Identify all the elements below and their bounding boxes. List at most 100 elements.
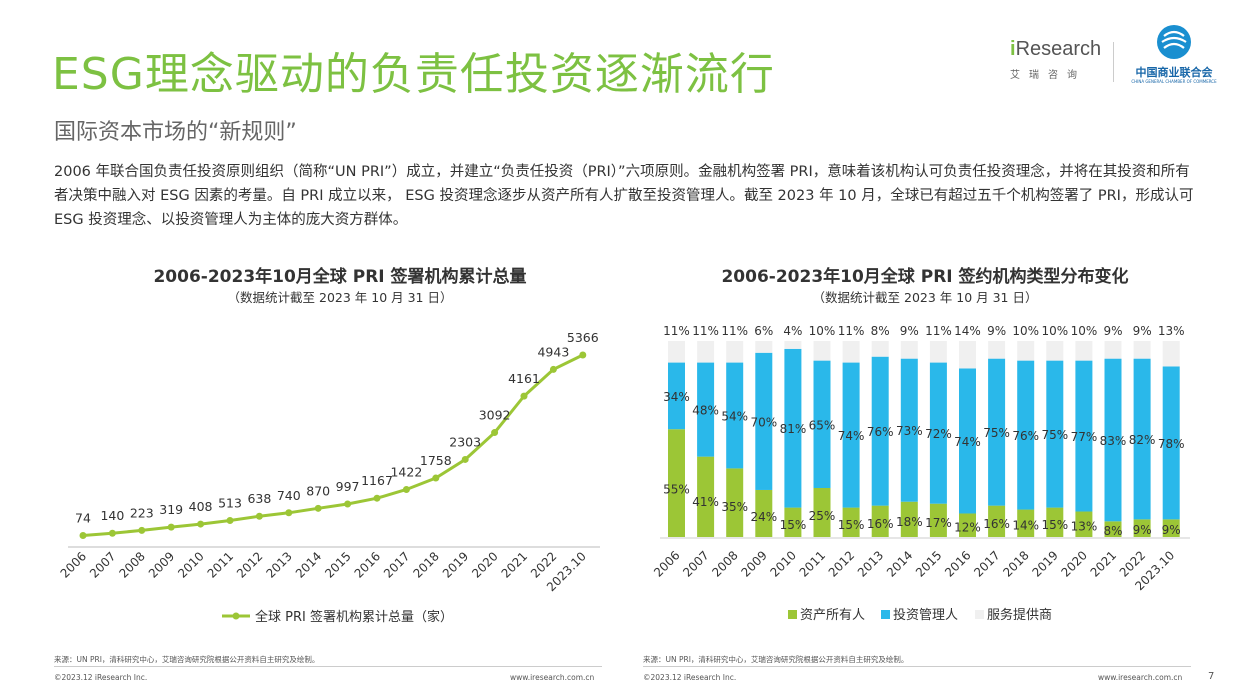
bar-segment-investment-manager [1017,360,1035,510]
line-chart-subtitle: （数据统计截至 2023 年 10 月 31 日） [227,290,453,305]
data-point [167,523,175,531]
data-label-service-provider: 10% [809,324,836,338]
x-tick-label: 2011 [797,548,828,579]
bar-segment-investment-manager [1075,360,1093,512]
data-label-asset-owner: 15% [1041,518,1068,532]
bar-segment-service-provider [1046,341,1064,361]
data-label-service-provider: 9% [1103,324,1122,338]
x-tick-label: 2013 [263,549,294,580]
cgcc-logo: 中国商业联合会 CHINA GENERAL CHAMBER OF COMMERC… [1128,24,1220,90]
data-label-service-provider: 9% [1133,324,1152,338]
x-tick-label: 2007 [87,549,118,580]
bar-segment-asset-owner [784,507,802,537]
bar-segment-asset-owner [755,489,773,537]
bar-segment-service-provider [726,341,744,363]
bar-segment-asset-owner [1046,507,1064,537]
data-label-asset-owner: 55% [663,482,690,496]
bar-segment-service-provider [1017,341,1035,361]
legend-swatch [975,610,984,619]
data-label-asset-owner: 41% [692,495,719,509]
stacked-bar-chart-subtitle: （数据统计截至 2023 年 10 月 31 日） [812,290,1038,305]
bar-segment-service-provider [842,341,860,363]
data-label-service-provider: 10% [1041,324,1068,338]
bar-segment-asset-owner [1133,519,1151,537]
bar-segment-service-provider [1104,341,1122,359]
data-point [285,509,293,517]
data-point [255,512,263,520]
x-tick-label: 2013 [855,548,886,579]
source-note-right: 来源：UN PRI，清科研究中心，艾瑞咨询研究院根据公开资料自主研究及绘制。 [643,655,909,664]
x-tick-label: 2018 [410,549,441,580]
url-right[interactable]: www.iresearch.com.cn [1098,673,1183,682]
bar-segment-investment-manager [1133,358,1151,520]
data-label-investment-manager: 82% [1129,433,1156,447]
data-label-service-provider: 13% [1158,324,1185,338]
data-label-service-provider: 4% [783,324,802,338]
data-label: 1422 [390,465,422,480]
bar-segment-service-provider [697,341,715,363]
bar-segment-investment-manager [1104,358,1122,522]
data-point [197,520,205,528]
x-tick-label: 2016 [942,548,973,579]
data-label-investment-manager: 74% [838,429,865,443]
bar-segment-asset-owner [988,505,1006,537]
bar-segment-investment-manager [1162,366,1180,520]
legend-label: 全球 PRI 签署机构累计总量（家） [255,609,453,625]
data-label: 3092 [479,408,511,423]
data-point [491,429,499,437]
data-label-service-provider: 6% [754,324,773,338]
data-label: 140 [100,508,124,523]
data-label-investment-manager: 70% [750,415,777,429]
data-label: 2303 [449,434,481,449]
cgcc-cn-name: 中国商业联合会 [1135,66,1213,79]
data-label: 4161 [508,371,540,386]
x-tick-label: 2020 [469,549,500,580]
data-label-asset-owner: 35% [721,500,748,514]
bar-segment-service-provider [871,341,889,357]
data-label-investment-manager: 72% [925,427,952,441]
data-label: 319 [159,502,183,517]
x-tick-label: 2019 [440,549,471,580]
logo-divider [1113,42,1114,82]
bar-segment-service-provider [784,341,802,349]
bar-segment-asset-owner [813,488,831,537]
data-label-asset-owner: 14% [1012,519,1039,533]
url-left[interactable]: www.iresearch.com.cn [510,673,595,682]
data-point [314,504,322,512]
data-point [138,526,146,534]
bar-segment-service-provider [900,341,918,359]
x-tick-label: 2008 [709,548,740,579]
x-tick-label: 2016 [352,549,383,580]
data-label-service-provider: 10% [1071,324,1098,338]
legend-swatch [788,610,797,619]
bar-segment-asset-owner [726,468,744,537]
x-tick-label: 2014 [884,548,915,579]
data-point [520,392,528,400]
data-label-asset-owner: 15% [780,518,807,532]
bar-segment-investment-manager [871,356,889,506]
bar-segment-asset-owner [1017,509,1035,537]
page-title: ESG理念驱动的负责任投资逐渐流行 [52,49,775,100]
bar-segment-asset-owner [1162,519,1180,537]
bar-segment-asset-owner [668,429,685,537]
data-label-asset-owner: 9% [1162,523,1181,537]
data-point [344,500,352,508]
footer-divider-right [643,666,1191,667]
bar-segment-investment-manager [988,358,1006,506]
legend-label: 服务提供商 [987,607,1052,623]
data-point [432,474,440,482]
data-label-asset-owner: 8% [1103,524,1122,538]
data-label-service-provider: 9% [900,324,919,338]
bar-segment-asset-owner [871,505,889,537]
page-number: 7 [1208,671,1215,682]
bar-segment-asset-owner [697,456,715,537]
data-label-asset-owner: 16% [867,517,894,531]
data-label: 1758 [420,453,452,468]
x-tick-label: 2009 [146,549,177,580]
bar-segment-asset-owner [900,501,918,537]
iresearch-wordmark: iResearch [1010,38,1102,60]
bar-segment-investment-manager [959,368,976,514]
data-label-service-provider: 9% [987,324,1006,338]
data-label-investment-manager: 75% [983,426,1010,440]
data-label-service-provider: 11% [692,324,719,338]
